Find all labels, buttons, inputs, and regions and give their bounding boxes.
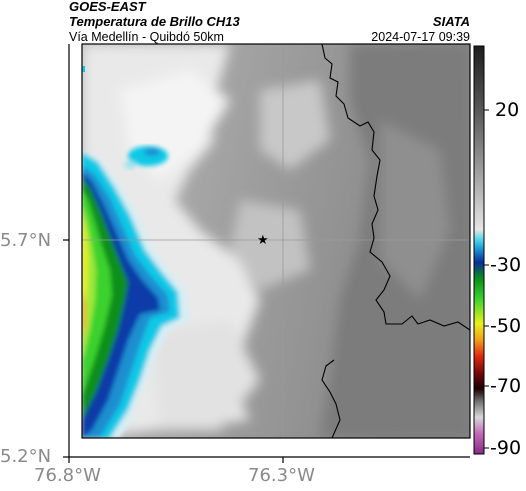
edge-cloud-pixel bbox=[82, 66, 85, 72]
lat-label-5-7: 5.7°N bbox=[0, 230, 52, 251]
colorbar-tick-minus50: -50 bbox=[490, 315, 522, 337]
small-cloud-blob bbox=[124, 146, 168, 169]
grid-lines bbox=[82, 44, 470, 438]
colorbar-tick-minus70: -70 bbox=[490, 375, 522, 397]
region-label: Vía Medellín - Quibdó 50km bbox=[69, 30, 224, 44]
map-panel bbox=[82, 44, 470, 438]
colorbar-ticks bbox=[484, 109, 489, 449]
lon-label-76-8: 76.8°W bbox=[34, 465, 101, 486]
product-title: Temperatura de Brillo CH13 bbox=[69, 14, 240, 29]
department-border-lower bbox=[321, 359, 341, 438]
colorbar-tick-20: 20 bbox=[495, 99, 520, 121]
colorbar bbox=[473, 45, 485, 455]
convective-cloud-cluster bbox=[82, 150, 190, 438]
satellite-title: GOES-EAST bbox=[69, 0, 146, 14]
timestamp-label: 2024-07-17 09:39 bbox=[371, 30, 470, 44]
station-star-marker: ★ bbox=[257, 232, 269, 247]
map-frame bbox=[81, 43, 471, 439]
lon-label-76-3: 76.3°W bbox=[248, 465, 315, 486]
department-border bbox=[321, 44, 470, 331]
axis-ticks bbox=[63, 239, 284, 463]
colorbar-tick-minus30: -30 bbox=[490, 254, 522, 276]
dark-ground-region bbox=[320, 44, 470, 438]
lat-label-5-2: 5.2°N bbox=[0, 446, 52, 467]
agency-label: SIATA bbox=[432, 14, 470, 29]
colorbar-tick-minus90: -90 bbox=[490, 437, 522, 459]
